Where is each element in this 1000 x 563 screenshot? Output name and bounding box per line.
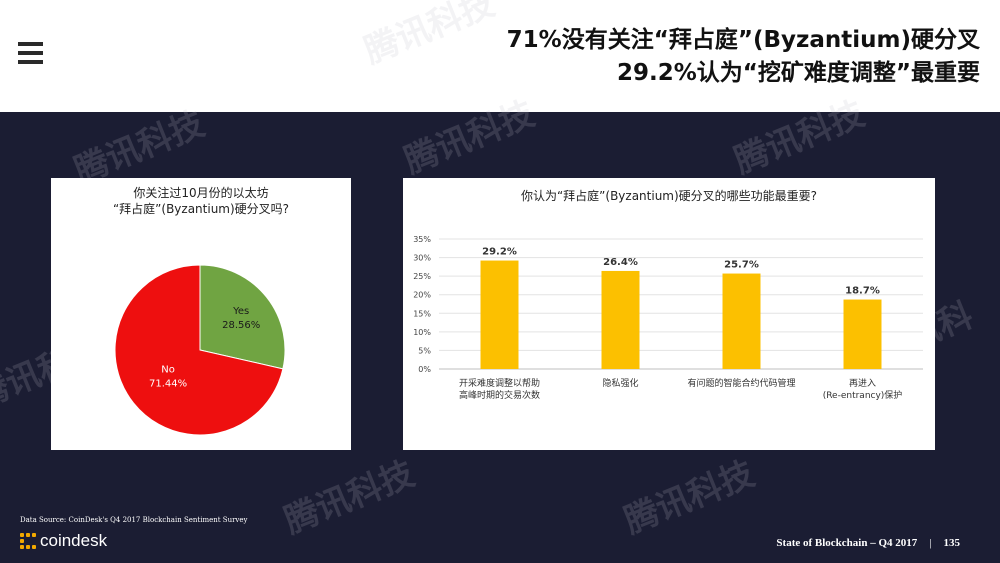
pie-chart-title: 你关注过10月份的以太坊 “拜占庭”(Byzantium)硬分叉吗? [51,185,351,217]
pie-slice-no [114,264,284,436]
watermark: 腾讯科技 [278,453,420,542]
headline-line-2: 29.2%认为“挖矿难度调整”最重要 [616,60,980,86]
category-label: 有问题的智能合约代码管理 [687,377,795,389]
category-label: 隐私强化 [602,377,638,389]
category-label: 再进入 [849,378,876,389]
bar-value-label: 18.7% [845,286,880,297]
y-tick-label: 30% [413,254,431,263]
y-tick-label: 35% [413,235,431,244]
y-tick-label: 0% [418,365,431,374]
y-tick-label: 25% [413,272,431,281]
y-tick-label: 10% [413,328,431,337]
hamburger-menu-icon[interactable] [18,42,43,64]
headline-line-1: 71%没有关注“拜占庭”(Byzantium)硬分叉 [506,27,980,53]
category-label: 高峰时期的交易次数 [459,389,540,401]
header-bar: 71%没有关注“拜占庭”(Byzantium)硬分叉 29.2%认为“挖矿难度调… [0,0,1000,112]
pie-chart-panel: 你关注过10月份的以太坊 “拜占庭”(Byzantium)硬分叉吗? Yes 28… [51,178,351,450]
report-title: State of Blockchain – Q4 2017 [776,537,918,549]
bar-chart: 0% 5% 10% 15% 20% 25% 30% 35% 29.2% 开采难度调整以帮助高峰时期… [413,235,923,401]
pie-title-line-1: 你关注过10月份的以太坊 [133,186,269,200]
watermark: 腾讯科技 [618,453,760,542]
category-label: 开采难度调整以帮助 [459,377,540,389]
bar [722,273,761,369]
coindesk-logo[interactable]: coindesk [20,531,107,551]
coindesk-logo-icon [20,533,36,549]
bar-value-label: 26.4% [603,257,638,268]
footer-separator: | [929,537,932,549]
data-source-note: Data Source: CoinDesk's Q4 2017 Blockcha… [20,516,248,524]
y-tick-label: 20% [413,291,431,300]
pie-title-line-2: “拜占庭”(Byzantium)硬分叉吗? [112,202,290,216]
y-tick-label: 15% [413,309,431,318]
bar [843,299,882,369]
category-label: (Re-entrancy)保护 [823,389,903,401]
bar [601,270,640,369]
y-tick-label: 5% [418,346,431,355]
coindesk-logo-text: coindesk [40,531,108,550]
bar-value-label: 29.2% [482,247,517,258]
pie-slice-label: Yes [232,306,249,317]
bar-value-label: 25.7% [724,260,759,271]
bar-chart-panel: 你认为“拜占庭”(Byzantium)硬分叉的哪些功能最重要? 0% 5% 10% 1… [403,178,935,450]
bar [480,260,519,369]
pie-slice-value-label: 28.56% [222,320,260,331]
page-number: 135 [943,537,961,549]
pie-slice-label: No [161,364,175,375]
pie-slice-yes [199,264,286,370]
pie-chart: Yes 28.56% No 71.44% [114,264,286,436]
footer-info: State of Blockchain – Q4 2017 | 135 [776,537,960,549]
pie-slice-value-label: 71.44% [149,378,187,389]
bar-chart-title: 你认为“拜占庭”(Byzantium)硬分叉的哪些功能最重要? [520,189,818,203]
headline: 71%没有关注“拜占庭”(Byzantium)硬分叉 29.2%认为“挖矿难度调… [507,24,980,90]
